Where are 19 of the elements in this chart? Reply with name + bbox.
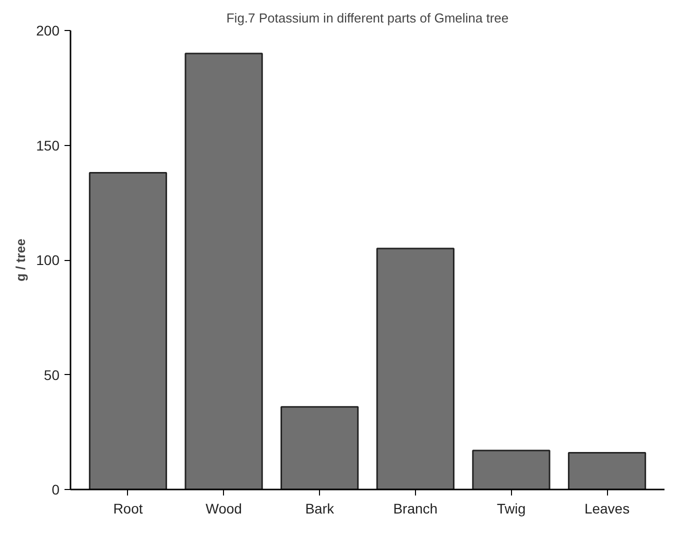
bar <box>568 452 646 490</box>
chart-title: Fig.7 Potassium in different parts of Gmelina tree <box>226 10 509 26</box>
y-tick-label: 50 <box>44 366 60 383</box>
y-tick-label: 200 <box>36 22 60 38</box>
bar <box>184 52 263 490</box>
bar <box>88 172 168 490</box>
bar <box>376 248 454 490</box>
x-tick-label: Twig <box>496 500 526 516</box>
x-tick-label: Root <box>113 500 143 516</box>
bar <box>280 406 359 490</box>
x-tick-label: Branch <box>393 500 438 516</box>
y-axis-title: g / tree <box>13 238 28 282</box>
y-tick-label: 100 <box>36 252 60 268</box>
x-tick-label: Leaves <box>584 500 630 516</box>
bar <box>472 450 550 490</box>
y-tick-label: 150 <box>36 137 60 154</box>
x-tick-label: Wood <box>206 500 242 516</box>
x-tick-label: Bark <box>305 500 335 516</box>
y-tick-label: 0 <box>52 482 60 498</box>
